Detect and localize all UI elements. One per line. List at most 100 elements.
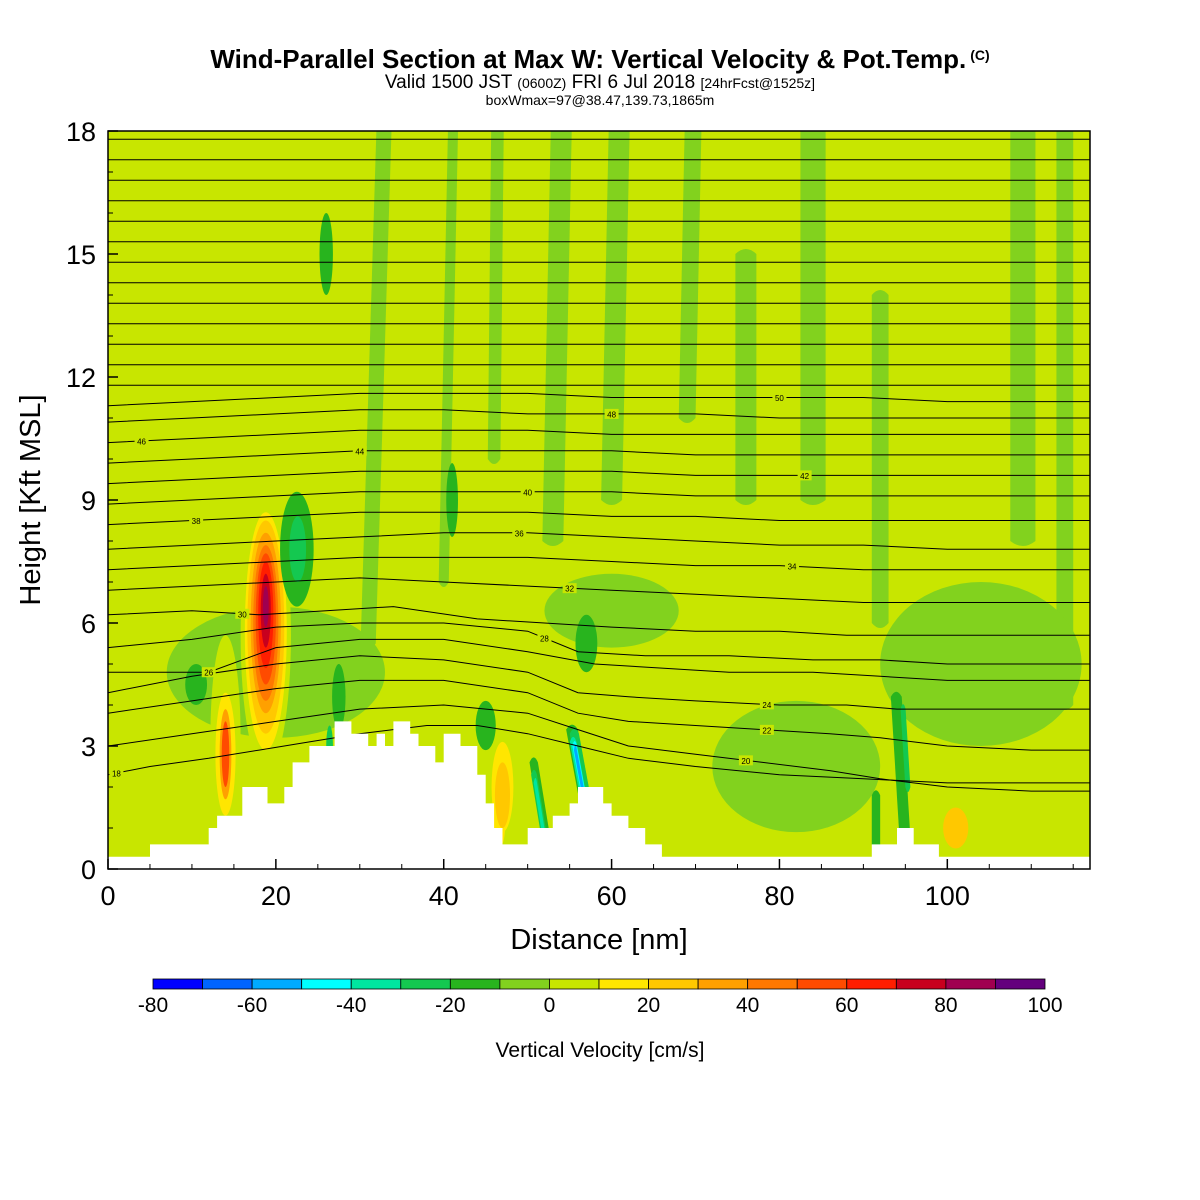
theta-contours xyxy=(108,138,1090,792)
colorbar-swatch xyxy=(400,978,451,990)
w-feature-band-52 xyxy=(573,745,584,792)
theta-label-bg xyxy=(109,768,124,779)
theta-label-text: 18 xyxy=(112,770,121,779)
colorbar-swatch xyxy=(202,978,253,990)
theta-line-48 xyxy=(108,409,1090,423)
theta-label-36: 36 xyxy=(512,527,527,538)
theta-label-text: 50 xyxy=(775,394,784,403)
colorbar-tick-label: -80 xyxy=(138,994,168,1017)
w-feature-band-2 xyxy=(487,131,504,464)
theta-label-bg xyxy=(604,408,619,419)
w-feature-band-58 xyxy=(871,790,881,850)
theta-contour-labels: 18 20 22 24 26 28 30 32 34 36 38 40 42 44 46 48 50 xyxy=(109,392,812,779)
colorbar-swatch xyxy=(499,978,550,990)
y-tick-label: 6 xyxy=(81,609,96,639)
colorbar-tick-label: 0 xyxy=(544,994,556,1017)
theta-label-26: 26 xyxy=(201,667,216,678)
theta-line-22 xyxy=(108,679,1090,751)
w-feature-blob-38 xyxy=(262,586,269,628)
colorbar-swatch xyxy=(449,978,501,990)
theta-label-50: 50 xyxy=(772,392,787,403)
theta-label-32: 32 xyxy=(562,583,577,594)
theta-label-40: 40 xyxy=(520,486,535,497)
valid-time: Valid 1500 JST xyxy=(384,72,513,93)
colorbar-tick-label: -20 xyxy=(435,994,465,1017)
w-feature-band-10 xyxy=(1056,131,1074,710)
colorbar-swatch xyxy=(747,978,798,990)
theta-label-bg xyxy=(738,755,753,766)
colorbar-swatch xyxy=(945,978,996,990)
w-feature-band-55 xyxy=(533,777,545,833)
w-feature-blob-17 xyxy=(405,520,423,603)
w-feature-band-6 xyxy=(735,249,757,505)
theta-label-bg xyxy=(352,445,367,456)
theta-label-18: 18 xyxy=(109,768,124,779)
w-feature-blob-29 xyxy=(221,721,230,787)
theta-label-text: 22 xyxy=(762,726,771,735)
x-tick-label: 80 xyxy=(764,881,794,911)
colorbar-swatch xyxy=(648,978,699,990)
w-feature-band-57 xyxy=(900,704,911,792)
w-feature-blob-20 xyxy=(636,741,671,816)
colorbar-swatch xyxy=(995,978,1046,990)
theta-label-text: 28 xyxy=(540,635,549,644)
theta-label-bg xyxy=(189,515,204,526)
y-tick-label: 0 xyxy=(81,855,96,885)
w-feature-blob-43 xyxy=(446,463,458,537)
theta-line-46 xyxy=(108,429,1090,444)
w-feature-band-16 xyxy=(346,131,365,464)
theta-label-bg xyxy=(537,633,552,644)
w-feature-band-8 xyxy=(871,290,889,628)
theta-line-42 xyxy=(108,470,1090,485)
theta-label-text: 38 xyxy=(192,517,201,526)
theta-label-text: 46 xyxy=(137,437,146,446)
theta-label-text: 36 xyxy=(515,529,524,538)
theta-label-42: 42 xyxy=(797,470,812,481)
w-feature-band-9 xyxy=(1010,131,1036,546)
w-feature-band-0 xyxy=(360,131,392,649)
w-feature-band-5 xyxy=(678,131,702,423)
x-tick-label: 20 xyxy=(261,881,291,911)
valid-date: FRI 6 Jul 2018 xyxy=(571,72,696,93)
theta-line-20 xyxy=(108,704,1090,792)
colorbar-tick-label: 60 xyxy=(835,994,858,1017)
y-axis: 0 3 6 9 12 15 18 xyxy=(66,117,118,885)
theta-line-30 xyxy=(108,606,1090,636)
colorbar-label: Vertical Velocity [cm/s] xyxy=(496,1039,705,1062)
theta-label-bg xyxy=(759,699,774,710)
theta-label-bg xyxy=(772,392,787,403)
theta-label-24: 24 xyxy=(759,699,774,710)
colorbar-tick-label: 100 xyxy=(1027,994,1062,1017)
colorbar-swatch xyxy=(152,978,203,990)
y-tick-label: 18 xyxy=(66,117,96,147)
w-feature-band-15 xyxy=(296,131,311,382)
colorbar-tick-label: -60 xyxy=(237,994,267,1017)
theta-label-text: 34 xyxy=(788,563,797,572)
theta-line-50 xyxy=(108,392,1090,407)
theta-line-40 xyxy=(108,491,1090,505)
theta-line-38 xyxy=(108,511,1090,526)
colorbar-swatch xyxy=(251,978,303,990)
w-feature-band-1 xyxy=(438,131,458,587)
w-feature-blob-40 xyxy=(289,516,307,582)
theta-label-bg xyxy=(562,583,577,594)
colorbar-swatch xyxy=(697,978,749,990)
y-axis-label: Height [Kft MSL] xyxy=(15,394,47,605)
x-axis-label: Distance [nm] xyxy=(510,924,687,956)
y-tick-label: 3 xyxy=(81,732,96,762)
colorbar-swatch xyxy=(846,978,897,990)
theta-label-text: 30 xyxy=(238,610,247,619)
colorbar-swatch xyxy=(350,978,402,990)
theta-line-24 xyxy=(108,655,1090,710)
colorbar-swatch xyxy=(796,978,848,990)
w-feature-band-56 xyxy=(890,691,911,850)
w-feature-band-3 xyxy=(542,131,572,546)
theta-label-34: 34 xyxy=(785,561,800,572)
theta-label-text: 42 xyxy=(800,472,809,481)
colorbar-tick-label: 40 xyxy=(736,994,759,1017)
theta-line-44 xyxy=(108,450,1090,464)
theta-line-36 xyxy=(108,532,1090,550)
w-feature-blob-25 xyxy=(943,807,969,849)
theta-label-48: 48 xyxy=(604,408,619,419)
